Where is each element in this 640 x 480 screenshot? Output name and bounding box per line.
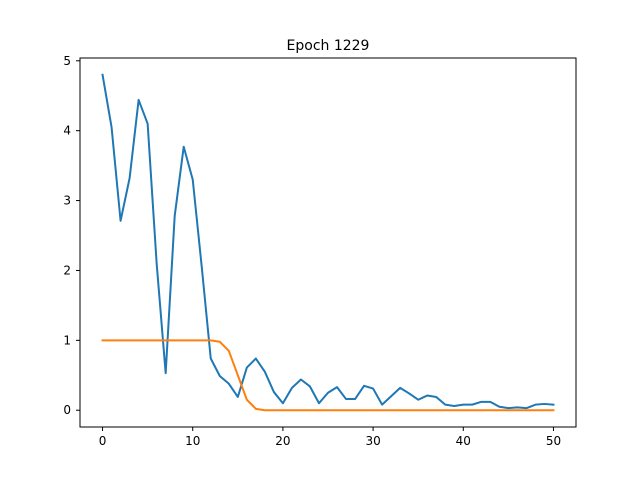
x-tick-label: 10 <box>185 434 200 448</box>
y-tick-label: 5 <box>63 54 71 68</box>
series-line-2 <box>101 339 555 412</box>
x-tick-label: 50 <box>546 434 561 448</box>
chart-title: Epoch 1229 <box>287 38 370 54</box>
y-tick-label: 4 <box>63 124 71 138</box>
y-tick-label: 0 <box>63 403 71 417</box>
x-tick-label: 30 <box>365 434 380 448</box>
x-tick-label: 0 <box>99 434 107 448</box>
ticks-layer: 0 10 20 30 40 50 0 1 2 3 4 5 <box>63 54 561 448</box>
y-tick-label: 2 <box>63 263 71 277</box>
series-line-1 <box>101 73 555 410</box>
series-layer <box>101 73 555 412</box>
x-tick-label: 40 <box>456 434 471 448</box>
y-tick-label: 1 <box>63 333 71 347</box>
y-tick-label: 3 <box>63 194 71 208</box>
plot-frame <box>79 57 577 428</box>
x-tick-label: 20 <box>275 434 290 448</box>
